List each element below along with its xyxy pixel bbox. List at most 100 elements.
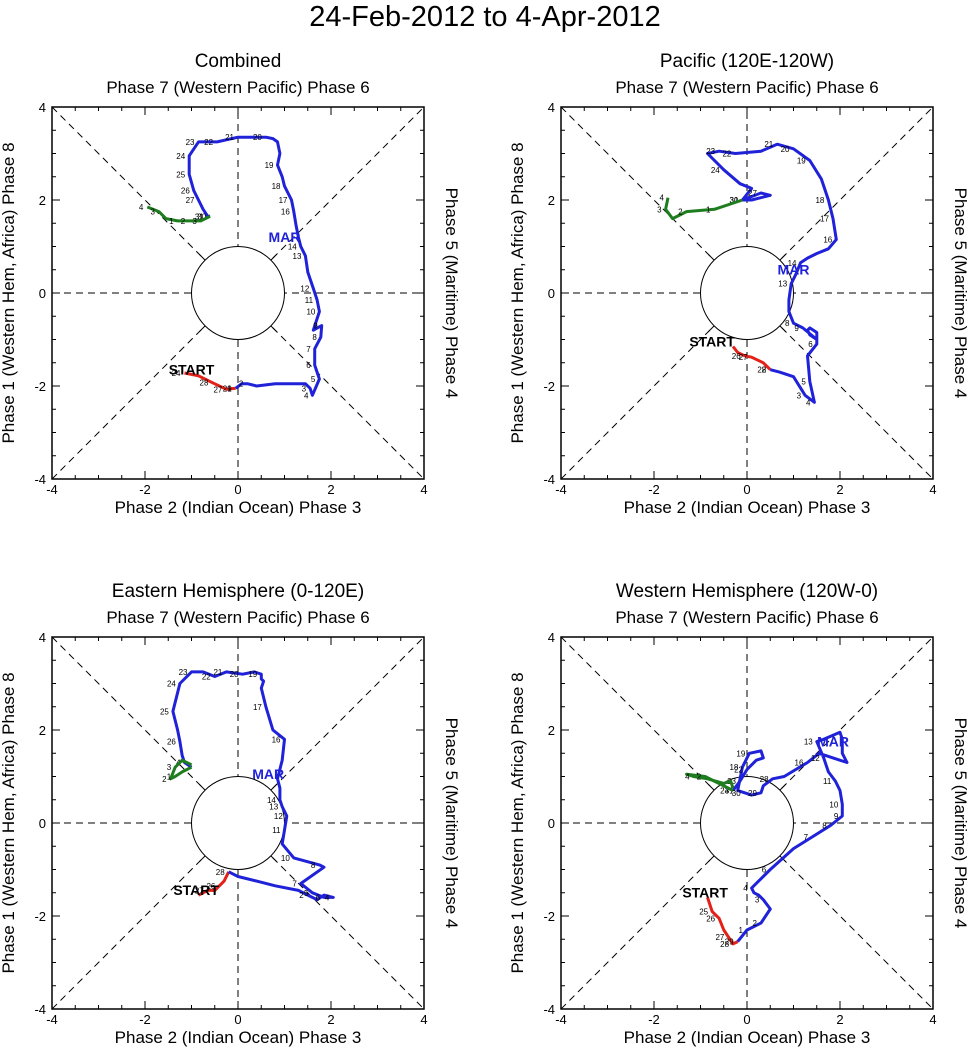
y-tick-label: 0: [39, 286, 46, 301]
y-tick-label: 0: [39, 816, 46, 831]
x-tick-label: -4: [555, 482, 567, 497]
axis-label-bottom: Phase 2 (Indian Ocean) Phase 3: [624, 498, 871, 517]
day-label: 16: [281, 208, 290, 217]
day-label: 24: [176, 152, 185, 161]
day-label: 20: [781, 145, 790, 154]
axis-label-bottom: Phase 2 (Indian Ocean) Phase 3: [115, 1028, 362, 1047]
day-label: 10: [306, 308, 315, 317]
day-label: 22: [722, 150, 731, 159]
y-tick-label: -2: [34, 379, 46, 394]
day-label: 28: [757, 366, 766, 375]
day-label: 4: [139, 203, 144, 212]
circle-tick: [707, 855, 715, 863]
month-label: MAR: [269, 229, 301, 245]
day-label: 26: [706, 914, 715, 923]
axis-label-left: Phase 1 (Western Hem, Africa) Phase 8: [508, 672, 527, 973]
circle-tick: [198, 783, 206, 791]
x-tick-label: 0: [743, 482, 750, 497]
month-label: MAR: [252, 766, 284, 782]
day-label: 13: [269, 803, 278, 812]
day-label: 19: [248, 670, 257, 679]
series-line-mar: [731, 730, 849, 943]
guide-line-diagonal: [51, 106, 425, 480]
day-label: 14: [267, 796, 276, 805]
day-label: 12: [274, 812, 283, 821]
guide-line-diagonal: [51, 636, 425, 1010]
day-label: 3: [150, 208, 155, 217]
day-label: 2: [678, 208, 683, 217]
start-label: START: [682, 884, 728, 900]
y-tick-label: -4: [34, 472, 46, 487]
day-label: 19: [797, 156, 806, 165]
circle-tick: [270, 325, 278, 333]
circle-tick: [198, 325, 206, 333]
x-tick-label: -2: [139, 1012, 151, 1027]
day-label: 28: [760, 775, 769, 784]
day-label: 12: [811, 754, 820, 763]
x-tick-label: -4: [46, 482, 58, 497]
day-label: 21: [213, 668, 222, 677]
day-label: 10: [281, 854, 290, 863]
axis-label-left: Phase 1 (Western Hem, Africa) Phase 8: [508, 142, 527, 443]
x-tick-label: 4: [420, 482, 427, 497]
series-line-apr: [685, 772, 735, 792]
day-label: 30: [729, 196, 738, 205]
day-label: 22: [202, 673, 211, 682]
y-tick-label: -2: [34, 909, 46, 924]
y-tick-label: 4: [548, 630, 555, 645]
day-label: 16: [272, 735, 281, 744]
day-label: 12: [300, 284, 309, 293]
amplitude-circle: [700, 246, 794, 340]
day-label: 28: [720, 940, 729, 949]
day-label: 11: [823, 777, 832, 786]
day-label: 2: [299, 891, 304, 900]
x-tick-label: -2: [648, 482, 660, 497]
series-line-apr: [169, 758, 193, 781]
day-label: 7: [804, 833, 809, 842]
x-tick-label: -2: [139, 482, 151, 497]
day-label: 14: [788, 259, 797, 268]
circle-tick: [779, 253, 787, 261]
day-label: 23: [186, 138, 195, 147]
day-label: 27: [748, 189, 757, 198]
amplitude-circle: [191, 776, 285, 870]
start-label: START: [689, 333, 735, 349]
day-label: 9: [794, 324, 799, 333]
day-label: 25: [160, 707, 169, 716]
day-label: 23: [179, 668, 188, 677]
axis-label-bottom: Phase 2 (Indian Ocean) Phase 3: [624, 1028, 871, 1047]
day-label: 26: [181, 187, 190, 196]
day-label: 6: [316, 893, 321, 902]
amplitude-circle: [700, 776, 794, 870]
day-label: 27: [195, 886, 204, 895]
axis-label-top: Phase 7 (Western Pacific) Phase 6: [106, 608, 369, 627]
day-label: 8: [822, 821, 827, 830]
day-label: 30: [197, 212, 206, 221]
x-tick-label: -4: [555, 1012, 567, 1027]
day-label: 31: [729, 196, 738, 205]
x-tick-label: 2: [327, 482, 334, 497]
day-label: 10: [829, 800, 838, 809]
axis-label-right: Phase 5 (Maritime) Phase 4: [442, 188, 461, 399]
day-label: 26: [167, 738, 176, 747]
series-line-mar: [171, 670, 335, 902]
day-label: 1: [227, 384, 232, 393]
start-label: START: [173, 882, 219, 898]
day-label: 17: [279, 196, 288, 205]
day-label: 9: [834, 812, 839, 821]
month-label: MAR: [817, 733, 849, 749]
x-tick-label: 2: [836, 482, 843, 497]
day-label: 1: [169, 217, 174, 226]
day-label: 1: [739, 926, 744, 935]
day-label: 22: [204, 138, 213, 147]
day-label: 11: [272, 826, 281, 835]
day-label: 21: [225, 133, 234, 142]
day-label: 26: [732, 352, 741, 361]
circle-tick: [270, 783, 278, 791]
phase-panel-4: Western Hemisphere (120W-0) Phase 7 (West…: [508, 581, 970, 1047]
day-label: 26: [206, 882, 215, 891]
x-tick-label: 2: [327, 1012, 334, 1027]
axis-label-bottom: Phase 2 (Indian Ocean) Phase 3: [115, 498, 362, 517]
day-label: 8: [785, 319, 790, 328]
